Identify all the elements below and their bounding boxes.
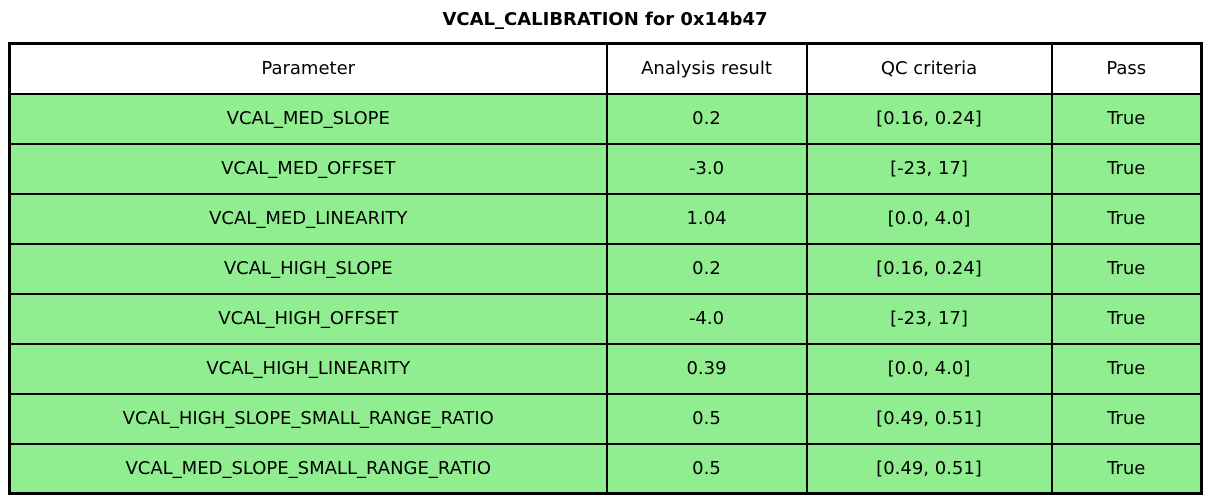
cell-parameter: VCAL_HIGH_OFFSET: [8, 292, 608, 345]
cell-parameter: VCAL_MED_LINEARITY: [8, 192, 608, 245]
table-row: VCAL_HIGH_SLOPE_SMALL_RANGE_RATIO 0.5 [0…: [8, 392, 1203, 445]
cell-parameter: VCAL_HIGH_SLOPE: [8, 242, 608, 295]
table-row: VCAL_MED_SLOPE 0.2 [0.16, 0.24] True: [8, 92, 1203, 145]
header-row: Parameter Analysis result QC criteria Pa…: [8, 42, 1203, 95]
qc-results-table: Parameter Analysis result QC criteria Pa…: [8, 42, 1203, 495]
cell-criteria: [0.49, 0.51]: [805, 392, 1053, 445]
table-row: VCAL_HIGH_OFFSET -4.0 [-23, 17] True: [8, 292, 1203, 345]
cell-pass: True: [1050, 442, 1203, 495]
cell-pass: True: [1050, 242, 1203, 295]
column-header-pass: Pass: [1050, 42, 1203, 95]
cell-criteria: [0.16, 0.24]: [805, 242, 1053, 295]
cell-criteria: [0.49, 0.51]: [805, 442, 1053, 495]
cell-result: 0.5: [605, 392, 808, 445]
cell-pass: True: [1050, 92, 1203, 145]
table-row: VCAL_HIGH_SLOPE 0.2 [0.16, 0.24] True: [8, 242, 1203, 295]
column-header-analysis-result: Analysis result: [605, 42, 808, 95]
cell-parameter: VCAL_HIGH_SLOPE_SMALL_RANGE_RATIO: [8, 392, 608, 445]
cell-criteria: [-23, 17]: [805, 292, 1053, 345]
page-title: VCAL_CALIBRATION for 0x14b47: [442, 9, 768, 30]
cell-result: 0.39: [605, 342, 808, 395]
cell-parameter: VCAL_HIGH_LINEARITY: [8, 342, 608, 395]
cell-result: -4.0: [605, 292, 808, 345]
cell-parameter: VCAL_MED_OFFSET: [8, 142, 608, 195]
table-row: VCAL_MED_SLOPE_SMALL_RANGE_RATIO 0.5 [0.…: [8, 442, 1203, 495]
cell-result: 1.04: [605, 192, 808, 245]
cell-pass: True: [1050, 292, 1203, 345]
table-row: VCAL_MED_LINEARITY 1.04 [0.0, 4.0] True: [8, 192, 1203, 245]
column-header-parameter: Parameter: [8, 42, 608, 95]
cell-pass: True: [1050, 392, 1203, 445]
cell-result: 0.2: [605, 92, 808, 145]
table-row: VCAL_MED_OFFSET -3.0 [-23, 17] True: [8, 142, 1203, 195]
cell-pass: True: [1050, 142, 1203, 195]
column-header-qc-criteria: QC criteria: [805, 42, 1053, 95]
cell-parameter: VCAL_MED_SLOPE_SMALL_RANGE_RATIO: [8, 442, 608, 495]
cell-parameter: VCAL_MED_SLOPE: [8, 92, 608, 145]
cell-result: -3.0: [605, 142, 808, 195]
table-row: VCAL_HIGH_LINEARITY 0.39 [0.0, 4.0] True: [8, 342, 1203, 395]
cell-criteria: [-23, 17]: [805, 142, 1053, 195]
cell-result: 0.2: [605, 242, 808, 295]
cell-criteria: [0.0, 4.0]: [805, 192, 1053, 245]
cell-result: 0.5: [605, 442, 808, 495]
cell-criteria: [0.16, 0.24]: [805, 92, 1053, 145]
cell-pass: True: [1050, 192, 1203, 245]
cell-pass: True: [1050, 342, 1203, 395]
cell-criteria: [0.0, 4.0]: [805, 342, 1053, 395]
